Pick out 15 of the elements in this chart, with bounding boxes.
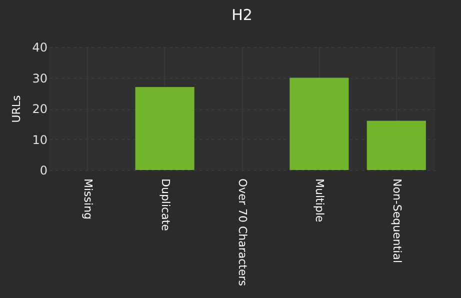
bar [366,120,426,170]
y-axis-title: URLs [10,94,24,123]
y-tick-label: 20 [32,102,48,116]
y-tick-label: 0 [40,164,48,178]
bar [290,78,349,170]
x-tick-label: Missing [82,178,95,220]
x-tick-label: Duplicate [158,178,172,232]
chart-title: H2 [232,6,252,24]
y-tick-label: 30 [32,71,48,86]
y-tick-label: 40 [32,40,48,54]
bar [135,86,194,170]
x-tick-label: Over 70 Characters [236,178,249,286]
x-tick-label: Non-Sequential [390,178,404,264]
x-tick-label: Multiple [313,178,326,222]
y-tick-label: 10 [32,132,48,147]
